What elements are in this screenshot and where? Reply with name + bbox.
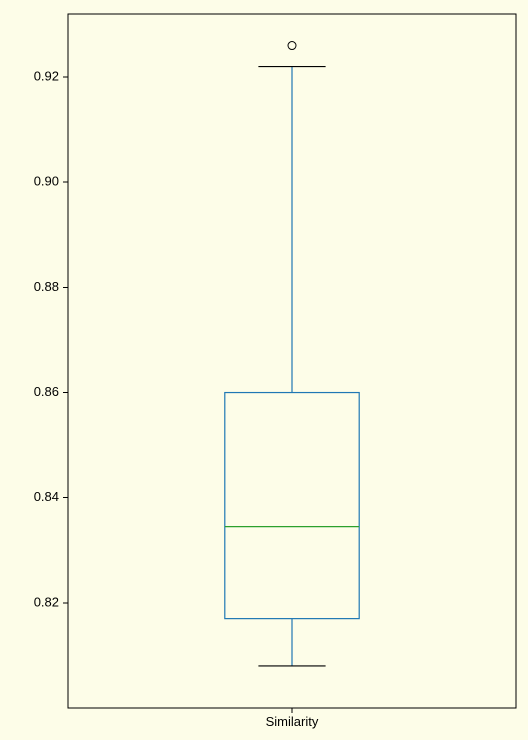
boxplot-chart: 0.82 0.84 0.86 0.88 0.90 0.92 Similarity	[0, 0, 528, 740]
y-tick-label: 0.82	[34, 594, 59, 609]
y-tick-label: 0.88	[34, 279, 59, 294]
chart-svg: 0.82 0.84 0.86 0.88 0.90 0.92 Similarity	[0, 0, 528, 740]
y-tick-label: 0.90	[34, 174, 59, 189]
y-tick-label: 0.92	[34, 69, 59, 84]
y-tick-label: 0.84	[34, 489, 59, 504]
y-tick-label: 0.86	[34, 384, 59, 399]
x-category-label: Similarity	[266, 714, 319, 729]
